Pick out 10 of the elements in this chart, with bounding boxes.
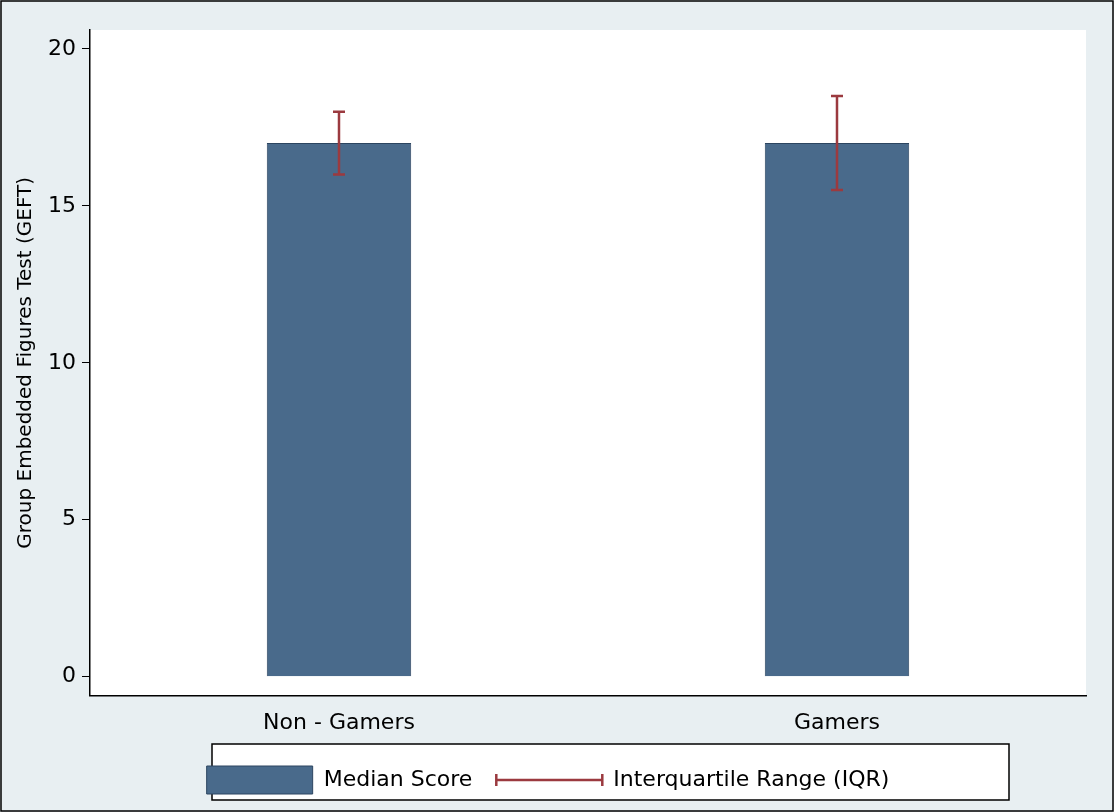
y-tick-label: 10: [47, 348, 76, 374]
x-tick-label: Non - Gamers: [263, 708, 415, 734]
y-tick-label: 5: [61, 505, 76, 531]
y-axis-title: Group Embedded Figures Test (GEFT): [12, 176, 37, 549]
y-tick-label: 15: [47, 191, 76, 217]
y-tick-label: 20: [47, 34, 76, 60]
x-tick-label: Gamers: [793, 708, 881, 734]
text: Interquartile Range (IQR): [613, 765, 890, 791]
y-tick-label: 0: [61, 662, 76, 688]
legend-label: Median Score: [323, 765, 473, 791]
